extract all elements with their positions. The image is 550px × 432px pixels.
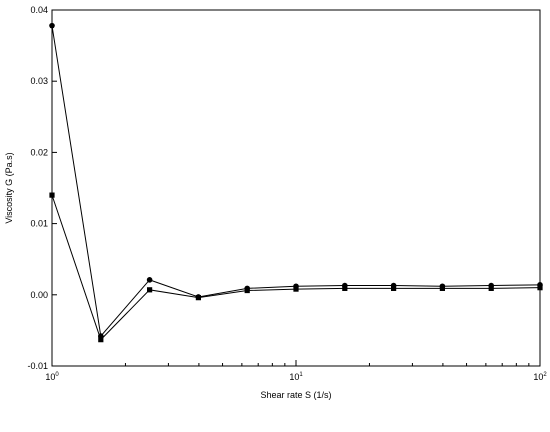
series-2-point	[439, 285, 445, 291]
series-2-point	[98, 337, 104, 343]
series-layer	[49, 22, 543, 343]
series-2-point	[244, 287, 250, 294]
series-1-point	[146, 277, 153, 283]
series-2-line	[51, 194, 541, 341]
x-tick-label: 102	[533, 372, 547, 382]
series-2-point	[342, 285, 348, 291]
series-2-point	[537, 285, 543, 291]
y-axis-ticks: -0.01 0.00 0.01 0.02 0.03 0.04	[27, 5, 57, 371]
y-tick-label: 0.00	[30, 290, 48, 300]
x-tick-label: 101	[289, 372, 303, 382]
y-tick-label: 0.02	[30, 147, 48, 157]
series-2-point	[488, 285, 494, 291]
x-axis-title: Shear rate S (1/s)	[260, 390, 331, 400]
y-axis-title: Viscosity G (Pa.s)	[4, 152, 14, 223]
series-2-point	[391, 285, 397, 291]
series-1-point	[49, 22, 55, 29]
y-tick-label: -0.01	[27, 361, 48, 371]
x-axis-ticks: 100 101 102	[45, 360, 547, 382]
y-tick-label: 0.04	[30, 5, 48, 15]
series-2-point	[49, 192, 55, 198]
y-tick-label: 0.03	[30, 76, 48, 86]
x-tick-label: 100	[45, 372, 59, 382]
series-2-point	[293, 286, 299, 292]
series-2-point	[147, 287, 153, 293]
y-tick-label: 0.01	[30, 219, 48, 229]
series-2-point	[195, 295, 201, 301]
plot-frame	[51, 9, 541, 367]
